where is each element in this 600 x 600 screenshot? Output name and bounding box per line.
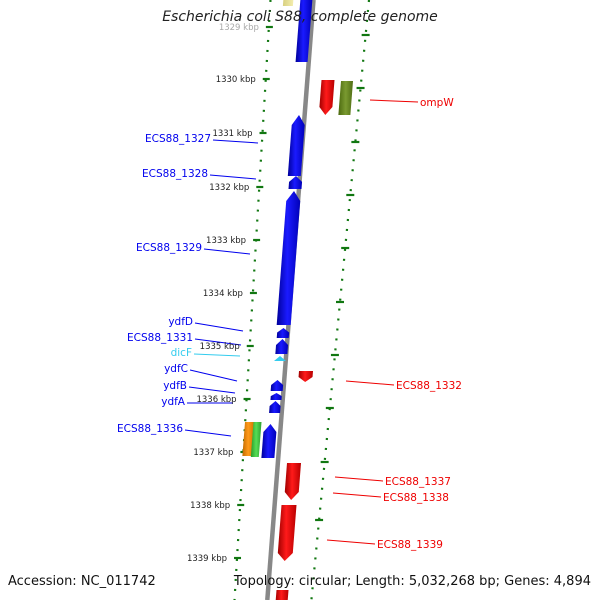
gene-feature-bottom-partial	[275, 590, 289, 600]
leader-line-ECS88_1328	[209, 174, 257, 180]
gene-label-ECS88_1338: ECS88_1338	[383, 492, 449, 504]
gene-feature-top-yellow	[282, 0, 294, 6]
ruler-label: 1335 kbp	[200, 342, 240, 352]
gene-feature-green	[250, 422, 262, 457]
leader-line-ECS88_1329	[203, 248, 251, 255]
gene-ECS88_1338-glyph	[277, 505, 297, 561]
gene-ydfC-glyph	[270, 380, 284, 391]
gene-label-ydfA: ydfA	[161, 396, 186, 408]
accession-label: Accession: NC_011742	[8, 574, 156, 589]
gene-label-ECS88_1337: ECS88_1337	[385, 476, 451, 488]
gene-label-ECS88_1331: ECS88_1331	[127, 332, 193, 344]
outer-dotted-ring	[310, 0, 371, 600]
gene-feature-olive	[338, 81, 353, 115]
leader-line-dicF	[193, 353, 241, 357]
gene-ECS88_1331-glyph	[275, 339, 289, 354]
gene-label-ECS88_1332: ECS88_1332	[396, 380, 462, 392]
leader-line-ECS88_1331	[194, 338, 242, 346]
gene-ECS88_1328-glyph	[288, 176, 303, 189]
ruler-label: 1329 kbp	[219, 23, 259, 33]
ruler-label: 1336 kbp	[196, 395, 236, 405]
leader-line-ECS88_1337	[334, 476, 384, 482]
gene-ECS88_1329-glyph	[276, 191, 301, 325]
leader-line-ompW	[369, 99, 419, 103]
gene-ECS88_1332-glyph	[298, 371, 313, 382]
leader-line-ydfD	[194, 322, 244, 332]
ruler-label: 1332 kbp	[209, 183, 249, 193]
gene-label-ompW: ompW	[420, 97, 454, 109]
ruler-label: 1330 kbp	[216, 75, 256, 85]
ruler-label: 1333 kbp	[206, 236, 246, 246]
leader-line-ydfB	[188, 386, 236, 394]
leader-line-ECS88_1327	[212, 139, 259, 144]
gene-label-ECS88_1336: ECS88_1336	[117, 423, 183, 435]
gene-ECS88_1327-glyph	[287, 115, 305, 176]
leader-line-ECS88_1336	[184, 429, 232, 437]
gene-label-dicF: dicF	[171, 347, 192, 359]
gene-label-ECS88_1328: ECS88_1328	[142, 168, 208, 180]
gene-ydfB-glyph	[270, 393, 282, 400]
gene-label-ECS88_1327: ECS88_1327	[145, 133, 211, 145]
gene-label-ydfD: ydfD	[168, 316, 193, 328]
leader-line-ECS88_1332	[345, 380, 395, 386]
ruler-label: 1331 kbp	[212, 129, 252, 139]
ruler-label: 1339 kbp	[187, 554, 227, 564]
ruler-label: 1338 kbp	[190, 501, 230, 511]
genome-title: Escherichia coli S88, complete genome	[162, 9, 438, 25]
gene-ECS88_1336-glyph	[261, 424, 277, 458]
gene-label-ECS88_1329: ECS88_1329	[136, 242, 202, 254]
leader-line-ECS88_1339	[326, 539, 376, 545]
leader-line-ECS88_1338	[332, 492, 382, 498]
ruler-label: 1337 kbp	[193, 448, 233, 458]
ruler-label: 1334 kbp	[203, 289, 243, 299]
gene-ydfA-glyph	[269, 401, 281, 413]
gene-ECS88_1337-glyph	[284, 463, 301, 500]
gene-label-ECS88_1339: ECS88_1339	[377, 539, 443, 551]
gene-feature-orange	[242, 422, 254, 456]
gene-feature-top-partial	[295, 0, 313, 62]
gene-ydfD-glyph	[276, 328, 290, 338]
inner-dotted-ring	[233, 0, 272, 600]
gene-label-ydfB: ydfB	[163, 380, 187, 392]
leader-line-ydfC	[189, 369, 238, 382]
rna-dicF-glyph	[274, 356, 286, 361]
gene-ompW-glyph	[319, 80, 335, 115]
gene-label-ydfC: ydfC	[164, 363, 188, 375]
genome-summary: Topology: circular; Length: 5,032,268 bp…	[233, 574, 591, 589]
